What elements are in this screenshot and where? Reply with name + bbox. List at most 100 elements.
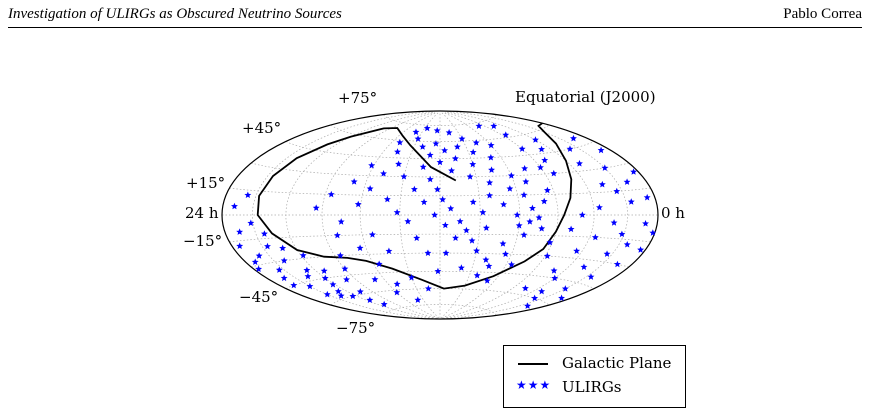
ulirg-star-point (479, 208, 487, 216)
ulirg-star-point (424, 249, 432, 257)
ulirg-star-point (448, 167, 455, 174)
dec-label-minus15: −15° (183, 232, 222, 250)
ulirg-star-point (566, 145, 574, 152)
ulirg-star-point (576, 159, 583, 167)
dec-label-plus75: +75° (338, 89, 377, 107)
ulirg-star-point (333, 231, 341, 239)
ulirg-star-point (543, 186, 551, 194)
ulirg-star-point (578, 211, 586, 218)
ulirg-star-point (255, 252, 263, 259)
dec-label-plus45: +45° (242, 119, 281, 137)
header-rule (8, 27, 862, 28)
ulirg-star-point (354, 200, 362, 208)
ulirg-star-point (535, 214, 543, 221)
ulirg-star-point (551, 274, 559, 282)
ra-grid-line (441, 112, 521, 319)
ulirg-star-point (395, 160, 403, 167)
ulirg-star-point (434, 267, 442, 275)
ulirg-star-point (488, 166, 495, 173)
ulirg-star-point (408, 273, 415, 281)
ulirg-star-point (502, 131, 510, 138)
ulirg-star-point (499, 240, 507, 247)
ulirg-star-point (469, 160, 477, 168)
legend-label-galactic-plane: Galactic Plane (562, 354, 672, 372)
ulirg-star-point (447, 204, 455, 212)
galactic-plane-curve (256, 122, 573, 290)
ulirg-star-point (323, 290, 331, 298)
ulirg-star-point (521, 284, 529, 292)
ulirg-star-point (613, 187, 621, 195)
ra-label-24h: 24 h (185, 204, 219, 222)
ulirg-star-point (337, 292, 345, 299)
ulirg-star-point (329, 280, 337, 288)
ulirg-star-point (532, 136, 539, 143)
ulirg-star-point (393, 208, 401, 216)
ulirg-star-point (591, 233, 599, 241)
ulirg-star-point (366, 296, 374, 303)
legend-line-swatch (518, 363, 548, 365)
ulirg-star-point (580, 263, 588, 270)
ulirg-star-point (423, 124, 431, 132)
ulirg-star-point (436, 158, 444, 166)
ulirg-star-point (441, 146, 449, 154)
ulirg-star-point (426, 151, 434, 159)
ulirg-star-point (529, 204, 536, 212)
ulirg-star-point (550, 169, 558, 177)
ulirg-star-point (598, 180, 606, 188)
ulirg-star-point (637, 246, 645, 253)
ulirg-star-point (410, 185, 418, 193)
ulirg-star-point (441, 221, 449, 229)
ulirg-star-point (356, 244, 364, 251)
ulirg-star-point (304, 272, 312, 280)
ulirg-star-point (524, 302, 531, 309)
ulirg-star-point (432, 140, 440, 147)
ulirg-star-point (414, 135, 422, 142)
ulirg-star-point (321, 274, 329, 282)
ulirg-star-point (303, 266, 311, 274)
ulirg-star-point (385, 247, 393, 255)
ulirg-star-point (375, 260, 383, 268)
ulirg-star-point (426, 175, 434, 183)
ulirg-star-point (649, 229, 657, 236)
ulirg-star-point (466, 173, 474, 180)
ulirg-star-point (546, 238, 554, 246)
ulirg-star-point (247, 219, 255, 227)
ulirg-star-point (538, 224, 546, 232)
ulirg-star-point (561, 285, 569, 292)
ulirg-star-point (518, 145, 526, 152)
ulirg-star-point (368, 161, 376, 169)
ulirg-star-point (627, 198, 635, 205)
ulirg-star-point (349, 292, 357, 300)
ulirg-star-point (396, 138, 404, 146)
ulirg-star-point (472, 139, 480, 146)
ulirg-star-point (394, 148, 401, 155)
ulirg-star-point (404, 217, 412, 225)
ulirg-star-point (485, 262, 493, 270)
ulirg-star-point (306, 282, 314, 290)
ulirg-star-point (468, 237, 476, 244)
ulirg-star-point (445, 129, 453, 136)
ra-grid-line (251, 111, 437, 320)
ulirg-star-point (618, 230, 626, 238)
ulirg-star-point (336, 252, 344, 259)
ulirg-star-point (537, 163, 544, 171)
ulirg-star-point (457, 264, 465, 271)
ulirg-star-point (264, 242, 271, 250)
ulirg-star-point (550, 267, 558, 274)
ulirg-star-point (522, 178, 530, 185)
ra-grid-line (321, 111, 438, 319)
ulirg-star-point (596, 203, 603, 211)
ulirg-star-point (587, 273, 595, 280)
ulirg-star-point (463, 226, 470, 234)
ulirg-star-point (431, 211, 439, 218)
ulirg-star-point (420, 198, 428, 206)
ulirg-star-point (487, 153, 495, 161)
ulirg-star-point (541, 156, 549, 164)
ulirg-star-point (255, 265, 263, 273)
ulirg-star-point (356, 288, 364, 295)
ulirg-star-point (383, 195, 391, 203)
ulirg-star-point (452, 234, 459, 241)
ulirg-star-point (573, 247, 581, 254)
ulirg-star-point (473, 271, 481, 279)
sky-outline (221, 110, 659, 320)
